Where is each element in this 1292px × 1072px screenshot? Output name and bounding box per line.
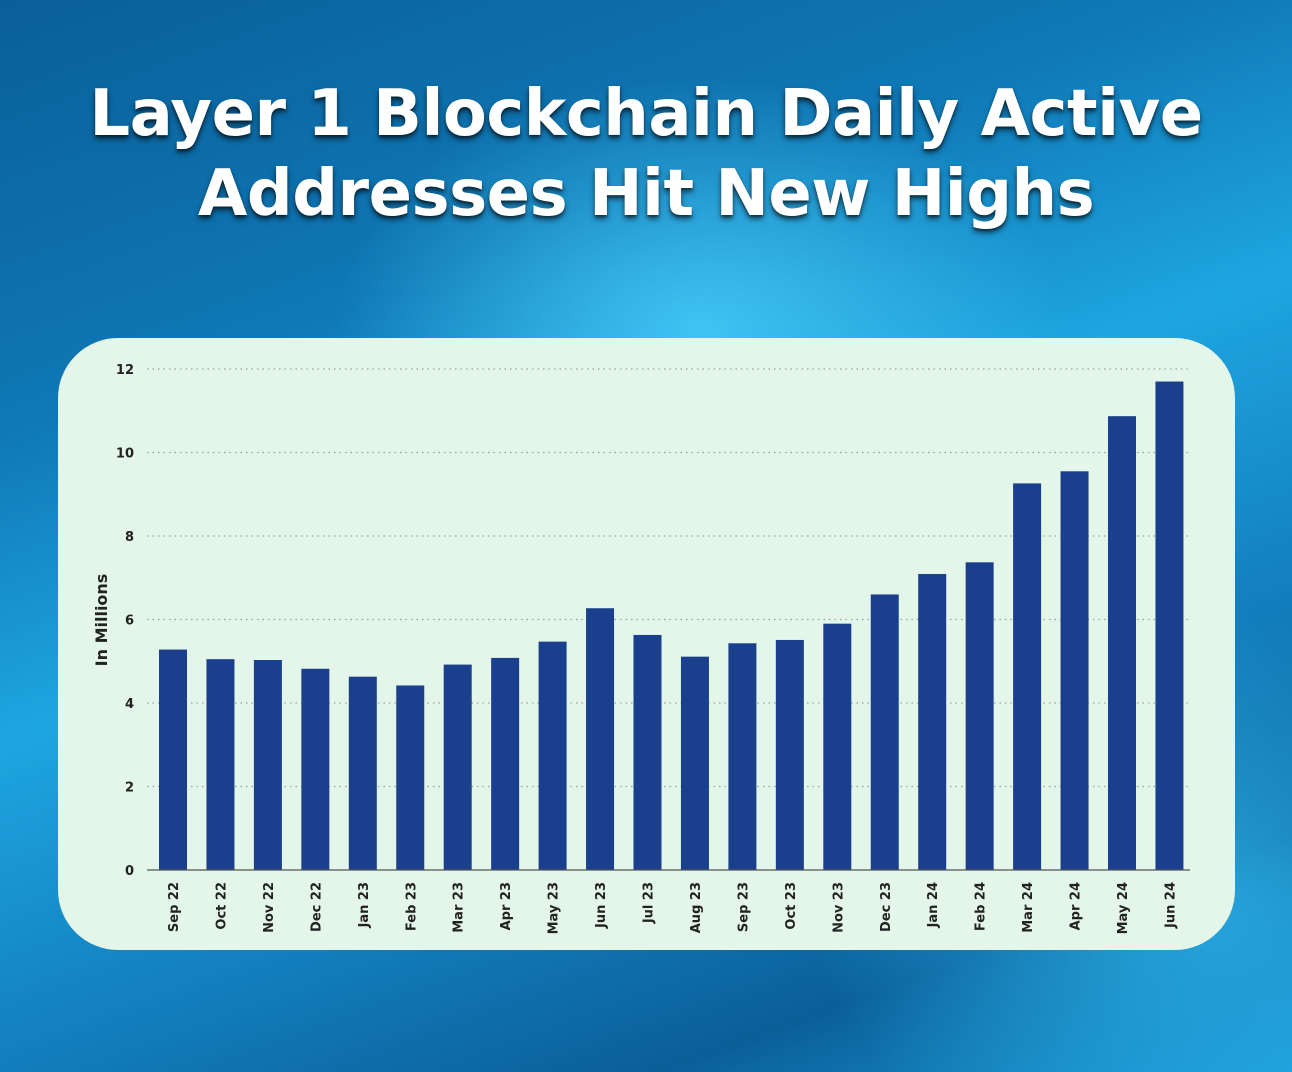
x-tick-label: May 24 xyxy=(1116,882,1131,934)
x-tick-label: Apr 24 xyxy=(1069,882,1084,930)
bar xyxy=(253,659,282,870)
x-tick-label: Jan 24 xyxy=(926,882,941,928)
x-tick-label: Jun 24 xyxy=(1163,882,1178,929)
x-tick-label: Jun 23 xyxy=(594,882,609,929)
x-tick-label: Jan 23 xyxy=(357,882,372,928)
x-tick-label: Feb 23 xyxy=(404,882,419,931)
x-tick-label: Apr 23 xyxy=(499,882,514,930)
title-line-2: Addresses Hit New Highs xyxy=(197,157,1095,231)
bar xyxy=(633,634,662,870)
bar xyxy=(965,562,994,870)
bar xyxy=(1060,471,1089,870)
bar xyxy=(301,668,330,870)
bar xyxy=(680,656,709,870)
x-tick-label: Sep 23 xyxy=(736,882,751,932)
x-tick-label: Jul 23 xyxy=(642,882,657,924)
bar xyxy=(396,685,425,870)
bar xyxy=(775,639,804,870)
y-tick-label: 4 xyxy=(125,697,134,712)
x-tick-label: Nov 22 xyxy=(262,882,277,933)
x-tick-label: May 23 xyxy=(547,882,562,934)
bar xyxy=(1155,381,1184,870)
y-axis-label: In Millions xyxy=(92,574,111,667)
x-tick-label: Sep 22 xyxy=(167,882,182,932)
x-tick-label: Oct 23 xyxy=(784,882,799,930)
y-tick-label: 0 xyxy=(125,864,134,879)
x-tick-label: Mar 23 xyxy=(452,882,467,933)
bar xyxy=(348,676,377,870)
y-tick-label: 6 xyxy=(125,614,134,629)
bar xyxy=(1013,483,1042,870)
x-tick-label: Nov 23 xyxy=(831,882,846,933)
title-line-1: Layer 1 Blockchain Daily Active xyxy=(89,77,1203,151)
y-tick-label: 10 xyxy=(116,447,134,462)
bar xyxy=(443,664,472,870)
bar xyxy=(823,623,852,870)
bar xyxy=(728,643,757,870)
bar xyxy=(918,573,947,870)
y-tick-label: 12 xyxy=(116,363,134,378)
x-tick-label: Dec 22 xyxy=(309,882,324,932)
x-tick-label: Oct 22 xyxy=(214,882,229,930)
bar xyxy=(870,594,899,870)
x-tick-label: Feb 24 xyxy=(974,882,989,931)
y-tick-label: 8 xyxy=(125,530,134,545)
x-tick-label: Aug 23 xyxy=(689,882,704,933)
bar xyxy=(1108,416,1136,870)
x-tick-label: Mar 24 xyxy=(1021,882,1036,933)
chart-title: Layer 1 Blockchain Daily Active Addresse… xyxy=(0,74,1292,234)
bar xyxy=(491,657,520,870)
x-tick-label: Dec 23 xyxy=(879,882,894,932)
bar xyxy=(586,608,615,870)
y-tick-label: 2 xyxy=(125,781,134,796)
bar xyxy=(538,641,567,870)
bar xyxy=(159,649,187,870)
bar xyxy=(206,659,235,870)
